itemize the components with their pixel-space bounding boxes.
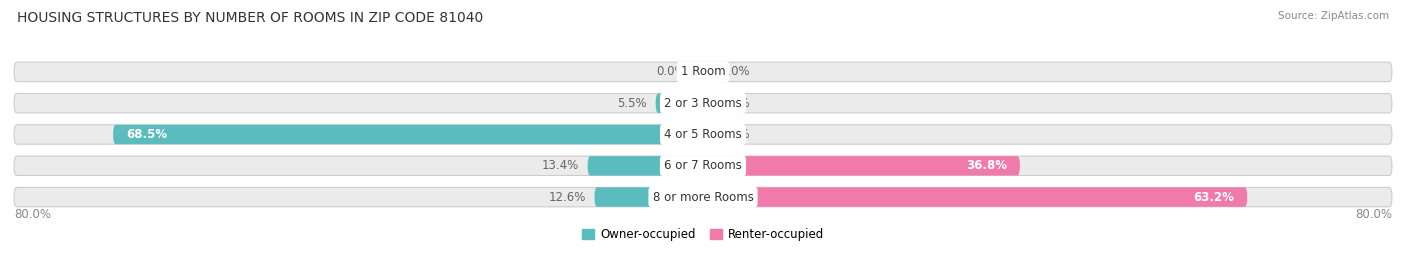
Text: 63.2%: 63.2% <box>1194 191 1234 204</box>
Text: 2 or 3 Rooms: 2 or 3 Rooms <box>664 97 742 110</box>
Text: 36.8%: 36.8% <box>966 159 1007 172</box>
Text: 12.6%: 12.6% <box>548 191 586 204</box>
FancyBboxPatch shape <box>703 187 1247 207</box>
Text: 80.0%: 80.0% <box>14 208 51 221</box>
FancyBboxPatch shape <box>14 94 1392 113</box>
Legend: Owner-occupied, Renter-occupied: Owner-occupied, Renter-occupied <box>578 223 828 246</box>
Text: 5.5%: 5.5% <box>617 97 647 110</box>
FancyBboxPatch shape <box>703 156 1019 175</box>
FancyBboxPatch shape <box>14 125 1392 144</box>
Text: 4 or 5 Rooms: 4 or 5 Rooms <box>664 128 742 141</box>
Text: 13.4%: 13.4% <box>541 159 579 172</box>
FancyBboxPatch shape <box>595 187 703 207</box>
Text: 6 or 7 Rooms: 6 or 7 Rooms <box>664 159 742 172</box>
FancyBboxPatch shape <box>112 125 703 144</box>
Text: 8 or more Rooms: 8 or more Rooms <box>652 191 754 204</box>
Text: HOUSING STRUCTURES BY NUMBER OF ROOMS IN ZIP CODE 81040: HOUSING STRUCTURES BY NUMBER OF ROOMS IN… <box>17 11 484 25</box>
FancyBboxPatch shape <box>14 187 1392 207</box>
Text: Source: ZipAtlas.com: Source: ZipAtlas.com <box>1278 11 1389 21</box>
FancyBboxPatch shape <box>588 156 703 175</box>
Text: 0.0%: 0.0% <box>720 65 749 78</box>
Text: 0.0%: 0.0% <box>720 97 749 110</box>
FancyBboxPatch shape <box>14 156 1392 175</box>
Text: 68.5%: 68.5% <box>127 128 167 141</box>
FancyBboxPatch shape <box>655 94 703 113</box>
Text: 1 Room: 1 Room <box>681 65 725 78</box>
Text: 80.0%: 80.0% <box>1355 208 1392 221</box>
Text: 0.0%: 0.0% <box>657 65 686 78</box>
Text: 0.0%: 0.0% <box>720 128 749 141</box>
FancyBboxPatch shape <box>14 62 1392 82</box>
